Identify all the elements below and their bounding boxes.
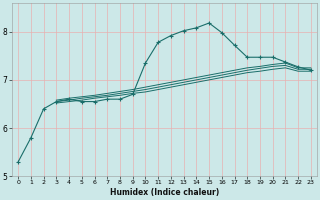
X-axis label: Humidex (Indice chaleur): Humidex (Indice chaleur) — [110, 188, 219, 197]
